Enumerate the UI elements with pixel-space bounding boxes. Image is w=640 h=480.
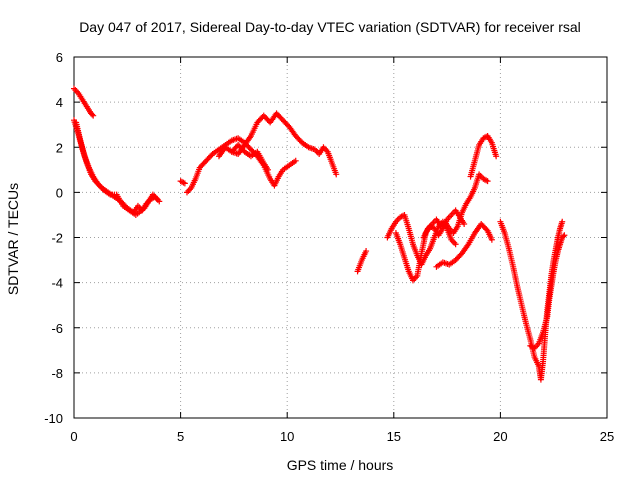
data-series bbox=[71, 85, 568, 383]
x-axis-label: GPS time / hours bbox=[287, 457, 394, 473]
data-point bbox=[154, 196, 161, 203]
data-point bbox=[483, 226, 490, 233]
y-tick-label: 6 bbox=[56, 50, 63, 65]
plot-frame bbox=[73, 56, 608, 419]
y-tick-label: 4 bbox=[56, 95, 63, 110]
y-tick-label: -8 bbox=[51, 366, 63, 381]
y-tick-label: -4 bbox=[51, 276, 63, 291]
x-tick-label: 10 bbox=[280, 429, 294, 444]
x-tick-label: 20 bbox=[493, 429, 507, 444]
data-point bbox=[559, 218, 566, 225]
y-tick-label: 2 bbox=[56, 140, 63, 155]
y-tick-label: -6 bbox=[51, 321, 63, 336]
y-tick-label: -10 bbox=[44, 411, 63, 426]
data-point bbox=[333, 171, 340, 178]
data-point bbox=[363, 248, 370, 255]
data-point bbox=[181, 180, 188, 187]
data-point bbox=[560, 233, 567, 240]
data-point bbox=[292, 157, 299, 164]
data-point bbox=[488, 236, 495, 243]
y-tick-label: -2 bbox=[51, 231, 63, 246]
x-tick-label: 15 bbox=[387, 429, 401, 444]
data-point bbox=[461, 220, 468, 227]
data-point bbox=[90, 112, 97, 119]
data-point bbox=[484, 178, 491, 185]
x-tick-label: 5 bbox=[177, 429, 184, 444]
data-point bbox=[452, 241, 459, 248]
x-tick-label: 0 bbox=[70, 429, 77, 444]
x-tick-label: 25 bbox=[600, 429, 614, 444]
data-point bbox=[561, 232, 568, 239]
chart-title: Day 047 of 2017, Sidereal Day-to-day VTE… bbox=[79, 19, 581, 35]
data-point bbox=[493, 153, 500, 160]
data-point bbox=[89, 111, 96, 118]
y-tick-label: 0 bbox=[56, 185, 63, 200]
axis-ticks: 0 5 10 15 20 25 -10 -8 -6 -4 -2 0 2 4 6 bbox=[44, 50, 614, 444]
y-axis-label: SDTVAR / TECUs bbox=[5, 183, 21, 295]
data-point bbox=[265, 166, 272, 173]
grid bbox=[74, 57, 607, 418]
